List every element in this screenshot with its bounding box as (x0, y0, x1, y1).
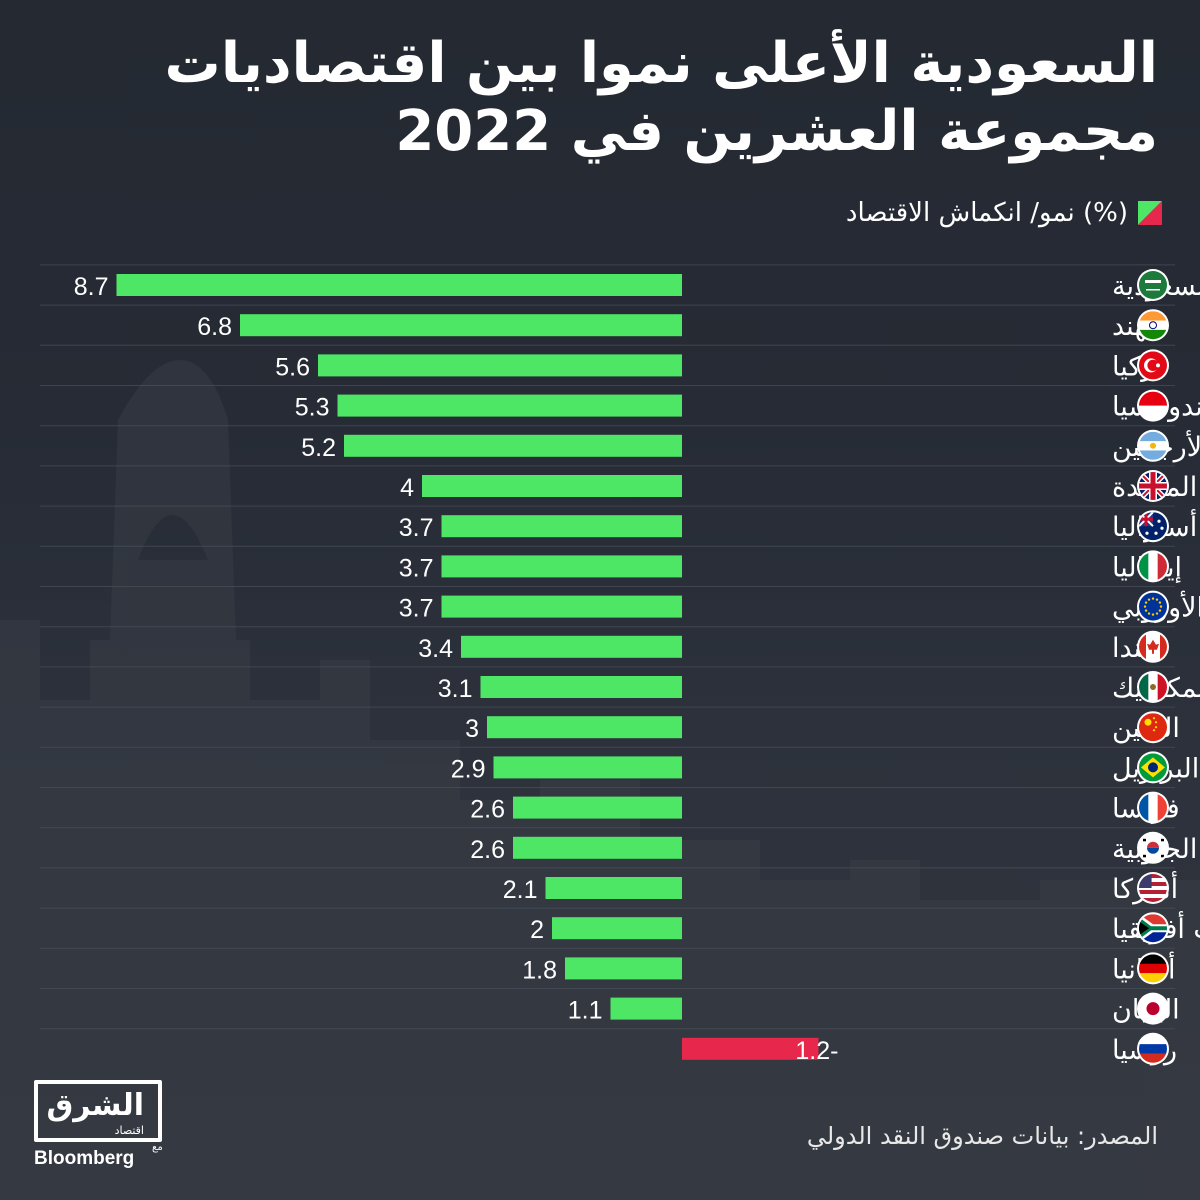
chart-row: 2.1أميركا (40, 867, 1178, 905)
bar (441, 515, 682, 538)
value-label: 1.8 (522, 956, 557, 984)
bar (480, 676, 682, 698)
bar (513, 836, 682, 859)
chart-row: 5.6تركيا (40, 344, 1175, 382)
value-label: 2.6 (470, 796, 505, 824)
france-flag-icon (1137, 791, 1169, 824)
logo-frame: الشرق اقتصاد (34, 1080, 162, 1142)
canada-flag-icon (1137, 630, 1169, 663)
value-label: 2 (530, 916, 544, 944)
bar (682, 1037, 819, 1060)
japan-flag-icon (1137, 992, 1169, 1025)
chart-row: -2.1روسيا (40, 1028, 1177, 1066)
asharq-bloomberg-logo: الشرق اقتصاد مع Bloomberg (34, 1080, 169, 1170)
chart-row: 3.7أستراليا (40, 505, 1197, 543)
bar (441, 595, 682, 618)
mexico-flag-icon (1137, 671, 1169, 703)
value-label: 3.7 (399, 554, 434, 582)
bar (545, 877, 682, 899)
chart-row: 2.6كوريا الجنوبية (40, 827, 1200, 865)
bar (337, 394, 682, 417)
chart-row: 1.8ألمانيا (40, 947, 1175, 985)
chart-row: 6.8الهند (40, 304, 1175, 342)
bar (513, 796, 682, 819)
bar (422, 475, 682, 497)
germany-flag-icon (1137, 952, 1169, 985)
value-label: 1.1 (568, 997, 603, 1025)
bar (610, 997, 682, 1020)
value-label: 3 (465, 715, 479, 743)
value-label: 2.6 (470, 836, 505, 864)
south-korea-flag-icon (1137, 831, 1169, 864)
bar (565, 957, 682, 980)
russia-flag-icon (1137, 1032, 1169, 1065)
value-label: 3.4 (418, 635, 453, 663)
saudi-arabia-flag-icon (1137, 269, 1169, 301)
south-africa-flag-icon (1137, 912, 1169, 945)
italy-flag-icon (1137, 550, 1169, 583)
usa-flag-icon (1137, 872, 1169, 904)
chart-row: 2.6فرنسا (40, 787, 1180, 825)
value-label: 5.2 (301, 434, 336, 462)
legend-swatch-icon (1138, 201, 1162, 225)
brazil-flag-icon (1137, 751, 1169, 784)
value-label: 3.7 (399, 595, 434, 623)
eu-flag-icon (1137, 590, 1169, 623)
bar (116, 274, 682, 296)
chart-row: 8.7السعودية (40, 264, 1200, 302)
india-flag-icon (1137, 309, 1169, 342)
australia-flag-icon (1137, 510, 1169, 543)
chart-row: 3.4 كندا (40, 626, 1175, 664)
value-label: 5.3 (295, 394, 330, 422)
turkey-flag-icon (1137, 349, 1169, 382)
bar (344, 434, 682, 457)
chart-row: 1.1اليابان (40, 988, 1180, 1026)
value-label: 5.6 (275, 353, 310, 381)
value-label: 2.9 (451, 755, 486, 783)
chart-row: 5.2الأرجنتين (40, 425, 1200, 463)
logo-sub-text: اقتصاد (114, 1124, 144, 1137)
bar (552, 917, 682, 940)
value-label: 3.1 (438, 675, 473, 703)
bar (318, 354, 682, 377)
logo-with-text: مع (152, 1142, 163, 1153)
logo-main-text: الشرق (46, 1088, 144, 1123)
chart-row: 2جنوب أفريقيا (40, 907, 1200, 945)
bar (461, 635, 682, 658)
value-label: 4 (400, 474, 414, 502)
argentina-flag-icon (1137, 429, 1169, 462)
value-label: 6.8 (197, 313, 232, 341)
chart-row: 3الصين (40, 706, 1180, 744)
chart-title: السعودية الأعلى نموا بين اقتصاديات مجموع… (164, 31, 1158, 164)
bar (487, 716, 682, 739)
bar (240, 314, 682, 337)
chart-row: 2.9البرازيل (40, 746, 1199, 784)
value-label: -2.1 (795, 1037, 838, 1065)
chart-row: 4المملكة المتحدة (40, 465, 1200, 503)
logo-partner-text: Bloomberg (34, 1148, 135, 1169)
uk-flag-icon (1137, 470, 1169, 502)
legend-label: نمو/ انكماش الاقتصاد (%) (845, 198, 1128, 228)
bar (493, 756, 682, 779)
chart-row: 3.7إيطاليا (40, 545, 1182, 583)
value-label: 8.7 (74, 273, 109, 301)
indonesia-flag-icon (1137, 389, 1169, 422)
value-label: 3.7 (399, 514, 434, 542)
chart-row: 3.7الاتحاد الأوروبي (40, 586, 1200, 624)
value-label: 2.1 (503, 876, 538, 904)
chart-row: 3.1المكسيك (40, 666, 1200, 704)
bar (441, 555, 682, 578)
china-flag-icon (1137, 711, 1169, 744)
source-note: المصدر: بيانات صندوق النقد الدولي (806, 1122, 1158, 1150)
chart-row: 5.3إندونيسيا (40, 385, 1200, 423)
legend: نمو/ انكماش الاقتصاد (%) (846, 198, 1162, 228)
